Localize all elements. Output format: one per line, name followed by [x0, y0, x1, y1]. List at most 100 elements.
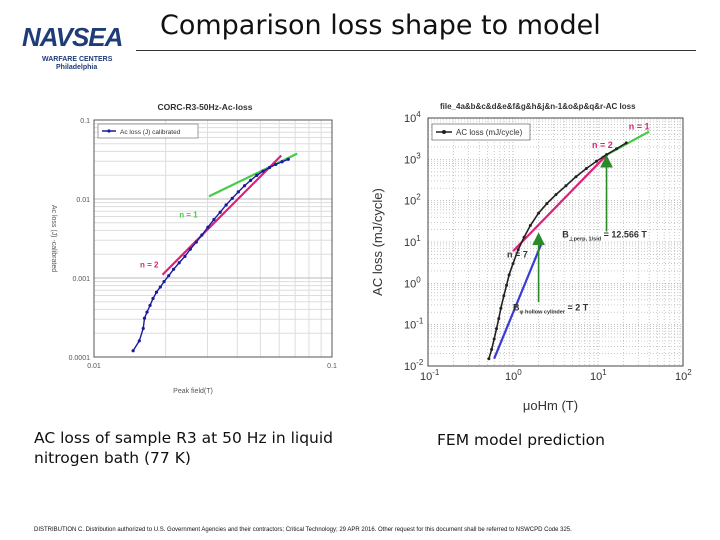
data-point — [158, 285, 162, 289]
data-point — [554, 193, 558, 197]
y-tick-label: 0.0001 — [69, 355, 91, 362]
data-point — [505, 283, 509, 287]
data-point — [167, 274, 171, 278]
data-point — [188, 247, 192, 251]
x-tick-label: 0.01 — [87, 363, 101, 370]
y-tick-label: 104 — [404, 110, 421, 125]
data-point — [286, 157, 290, 161]
data-point — [492, 337, 496, 341]
x-tick-label: 100 — [505, 368, 522, 383]
x-tick-label: 0.1 — [327, 363, 337, 370]
data-point — [507, 273, 511, 277]
fit-line-n=2 — [161, 154, 283, 276]
annotation-n7: n = 7 — [507, 250, 528, 260]
y-tick-label: 10-1 — [404, 317, 424, 332]
series-line-ac-loss — [132, 158, 289, 352]
data-point — [499, 306, 503, 310]
data-point — [236, 190, 240, 194]
legend-marker — [442, 130, 446, 134]
data-point — [274, 162, 278, 167]
data-point — [194, 240, 198, 244]
data-point — [141, 326, 145, 331]
annotation-b-perp: B⊥perp, 1/sid = 12.566 T — [562, 229, 647, 242]
data-point — [528, 224, 532, 228]
chart-title: file_4a&b&c&d&e&f&g&h&j&n-1&o&p&q&r-AC l… — [440, 102, 636, 111]
data-point — [212, 217, 216, 222]
y-axis-label: Ac loss (J) -calibrated — [50, 205, 57, 272]
x-tick-label: 101 — [590, 368, 607, 383]
legend-marker — [107, 129, 111, 133]
right-chart-caption: FEM model prediction — [437, 431, 605, 449]
annotation-b-hollow: Bφ hollow cylinder = 2 T — [513, 303, 589, 316]
data-point — [218, 210, 222, 214]
data-point — [137, 339, 141, 343]
plot-frame — [93, 119, 333, 358]
logo-subtitle: WARFARE CENTERS — [42, 56, 113, 63]
y-tick-label: 101 — [404, 234, 421, 249]
data-point — [545, 202, 549, 206]
y-tick-label: 0.01 — [76, 197, 90, 204]
data-point — [522, 235, 526, 239]
data-point — [230, 196, 234, 200]
y-tick-label: 10-2 — [404, 358, 424, 373]
data-point — [131, 349, 135, 353]
fit-line-n=2 — [512, 153, 609, 252]
data-point — [177, 261, 181, 265]
annotation-n2: n = 2 — [592, 140, 613, 150]
data-point — [249, 178, 253, 182]
logo-wordmark: NAVSEA — [22, 22, 123, 52]
navsea-logo: NAVSEA WARFARE CENTERS Philadelphia — [14, 18, 132, 76]
data-point — [614, 147, 618, 151]
data-point — [145, 310, 149, 314]
data-point — [584, 167, 588, 171]
distribution-statement: DISTRIBUTION C. Distribution authorized … — [34, 527, 572, 533]
fem-ac-loss-chart: file_4a&b&c&d&e&f&g&h&j&n-1&o&p&q&r-AC l… — [370, 102, 692, 413]
title-divider — [136, 50, 696, 51]
data-point — [594, 159, 598, 163]
annotation-n1: n = 1 — [179, 211, 198, 220]
chart-title: CORC-R3-50Hz-Ac-loss — [158, 102, 253, 112]
slide-title: Comparison loss shape to model — [160, 10, 601, 41]
fit-line-n=7 — [493, 241, 544, 360]
x-axis-label: μoHm (T) — [523, 398, 578, 413]
data-point — [497, 317, 501, 321]
data-point — [224, 203, 228, 207]
legend-box — [431, 123, 531, 141]
y-tick-label: 103 — [404, 151, 421, 166]
data-point — [206, 225, 210, 229]
measured-ac-loss-chart: CORC-R3-50Hz-Ac-loss 0.01 0.1 0.1 0.01 0.001 0… — [50, 102, 337, 395]
data-point — [495, 327, 499, 331]
x-tick-label: 102 — [675, 368, 692, 383]
data-point — [148, 303, 152, 307]
logo-location: Philadelphia — [56, 64, 98, 71]
data-point — [490, 348, 494, 352]
plot-frame — [427, 117, 684, 367]
y-axis-label: AC loss (mJ/cycle) — [370, 188, 385, 296]
data-point — [162, 280, 166, 284]
legend-box — [97, 123, 199, 139]
x-axis-label: Peak field(T) — [173, 388, 213, 395]
data-point — [200, 233, 204, 237]
data-point — [537, 211, 541, 215]
annotation-n2: n = 2 — [140, 261, 159, 270]
legend-label: Ac loss (J) calibrated — [120, 129, 181, 136]
left-chart-caption: AC loss of sample R3 at 50 Hz in liquid … — [34, 429, 334, 467]
data-point — [267, 165, 272, 170]
data-point — [183, 254, 187, 258]
data-point — [487, 357, 491, 361]
data-point — [154, 290, 159, 294]
data-point — [574, 175, 578, 179]
data-point — [171, 267, 176, 271]
data-point — [261, 169, 265, 173]
data-point — [142, 316, 147, 320]
legend-label: AC loss (mJ/cycle) — [456, 128, 523, 137]
data-point — [605, 153, 609, 157]
data-point — [242, 184, 247, 188]
y-tick-label: 102 — [404, 193, 421, 208]
x-tick-label: 10-1 — [420, 368, 440, 383]
y-tick-label: 0.1 — [80, 118, 90, 125]
data-point — [280, 160, 284, 164]
data-point — [624, 141, 628, 145]
data-point — [564, 184, 568, 188]
y-tick-label: 100 — [404, 275, 421, 290]
